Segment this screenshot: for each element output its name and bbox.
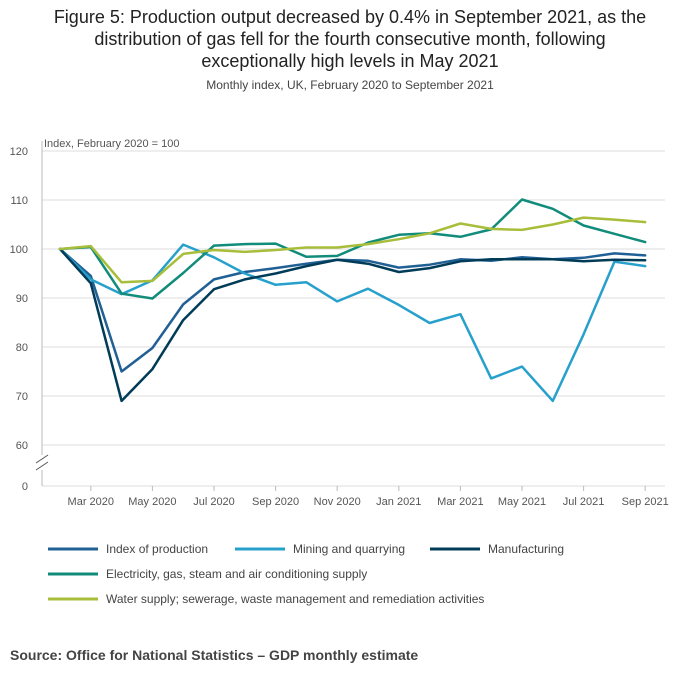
legend-label: Manufacturing: [488, 542, 564, 556]
line-chart: 120 110 100 90 80 70 60 0 Index, February 2020 =…: [10, 138, 669, 606]
axis-break-icon: [35, 454, 49, 471]
x-tick-label: Mar 2021: [437, 496, 483, 508]
x-tick-label: Jul 2020: [193, 496, 235, 508]
x-tick-label: Mar 2020: [68, 496, 114, 508]
legend-item: Water supply; sewerage, waste management…: [48, 592, 484, 606]
legend-item: Mining and quarrying: [235, 542, 405, 556]
y-tick-label: 110: [10, 195, 28, 207]
legend-label: Electricity, gas, steam and air conditio…: [106, 567, 367, 581]
series-line-manufacturing: [58, 247, 647, 403]
x-tick-label: Nov 2020: [314, 496, 361, 508]
y-tick-label: 70: [16, 391, 28, 403]
x-tick-label: May 2020: [128, 496, 176, 508]
chart-title-line: Figure 5: Production output decreased by…: [53, 7, 647, 27]
y-tick-label: 80: [16, 342, 28, 354]
series-line-water-supply-sewerage-waste-management-and-remediation-activities: [58, 216, 647, 284]
y-tick-label: 60: [16, 440, 28, 452]
series-line-mining-and-quarrying: [58, 243, 647, 403]
y-tick-label: 0: [22, 481, 28, 493]
x-tick-label: Jan 2021: [376, 496, 421, 508]
series-line-electricity-gas-steam-and-air-conditioning-supply: [58, 198, 647, 300]
y-axis-label: Index, February 2020 = 100: [44, 138, 179, 150]
legend-item: Electricity, gas, steam and air conditio…: [48, 567, 367, 581]
legend-label: Water supply; sewerage, waste management…: [106, 592, 484, 606]
x-tick-label: Sep 2020: [252, 496, 299, 508]
x-tick-label: Jul 2021: [563, 496, 605, 508]
chart-title: Figure 5: Production output decreased by…: [0, 6, 700, 72]
chart-title-line: distribution of gas fell for the fourth …: [94, 29, 606, 49]
y-tick-label: 120: [10, 146, 28, 158]
legend-item: Manufacturing: [430, 542, 564, 556]
chart-subtitle: Monthly index, UK, February 2020 to Sept…: [206, 78, 494, 92]
legend-label: Mining and quarrying: [293, 542, 405, 556]
chart-title-line: exceptionally high levels in May 2021: [201, 51, 499, 71]
series-line-index-of-production: [58, 247, 647, 373]
legend-item: Index of production: [48, 542, 208, 556]
y-tick-label: 100: [10, 244, 28, 256]
y-tick-label: 90: [16, 293, 28, 305]
source-note: Source: Office for National Statistics –…: [10, 647, 419, 663]
legend-label: Index of production: [106, 542, 208, 556]
x-tick-label: Sep 2021: [622, 496, 669, 508]
x-tick-label: May 2021: [498, 496, 546, 508]
